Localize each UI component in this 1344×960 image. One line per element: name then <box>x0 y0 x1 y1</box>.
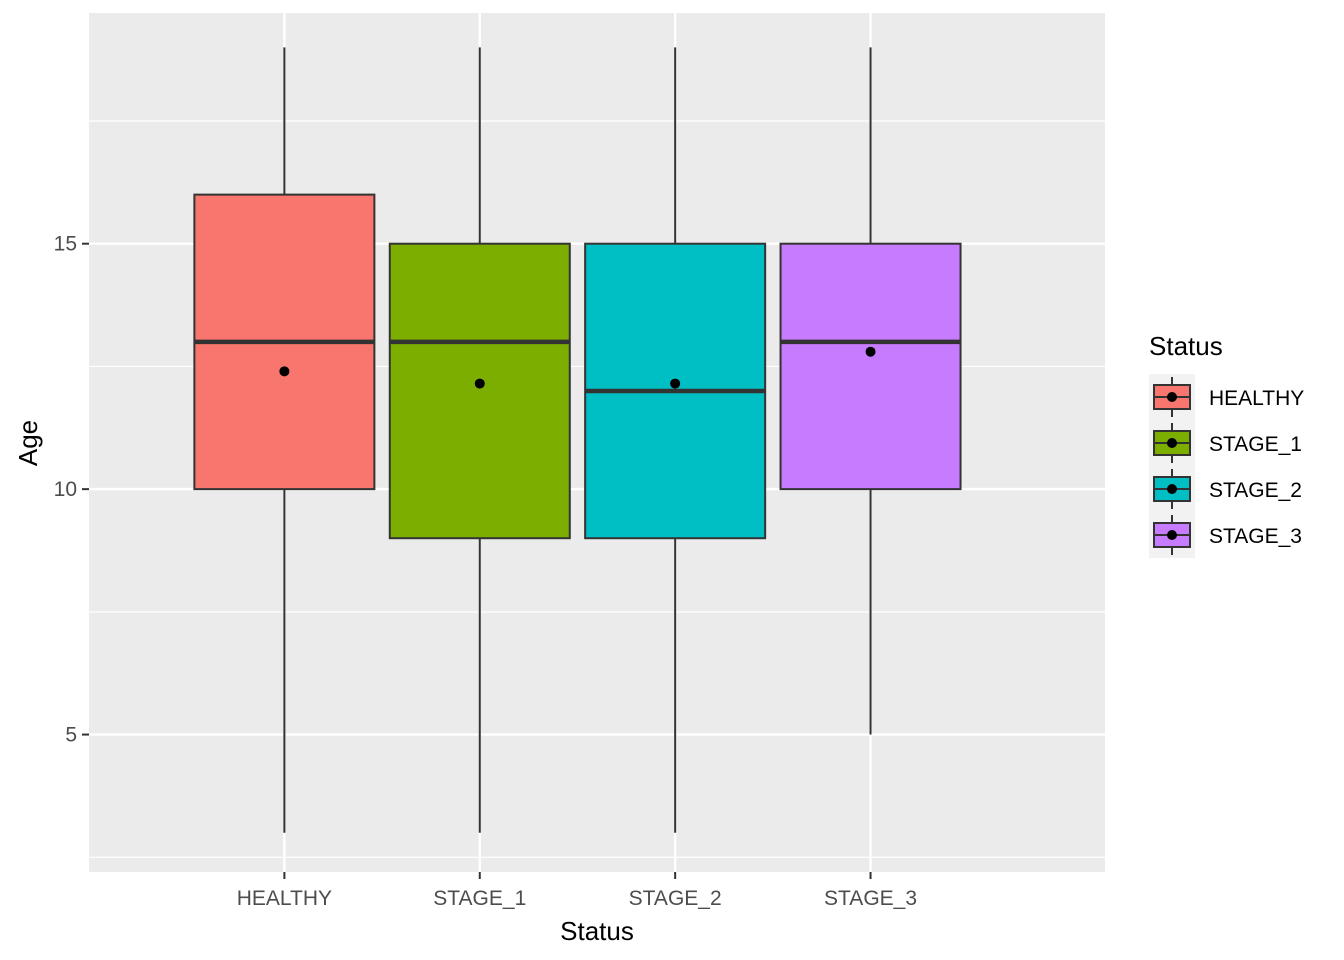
mean-point <box>474 378 485 389</box>
legend-label: STAGE_2 <box>1209 479 1302 502</box>
box-iqr <box>388 242 571 540</box>
legend-title: Status <box>1149 331 1223 361</box>
boxplot-stage_2 <box>584 47 767 833</box>
mean-point <box>865 346 876 357</box>
x-tick-label: STAGE_3 <box>824 887 917 910</box>
legend: Status HEALTHY STAGE_1 STAGE_2 STAGE_3 <box>1149 331 1304 558</box>
legend-key-point <box>1167 484 1177 494</box>
boxplot-stage_1 <box>388 47 571 833</box>
legend-item-healthy: HEALTHY <box>1149 374 1304 420</box>
y-tick-label: 10 <box>54 478 77 501</box>
y-axis-title: Age <box>13 420 43 466</box>
y-axis: 5 10 15 <box>54 233 89 747</box>
boxplots <box>193 47 962 833</box>
x-tick-label: STAGE_1 <box>433 887 526 910</box>
x-tick-label: HEALTHY <box>237 887 332 910</box>
boxplot-stage_3 <box>779 47 962 735</box>
boxplot-healthy <box>193 47 376 833</box>
y-tick-label: 15 <box>54 233 77 256</box>
y-tick-label: 5 <box>65 724 77 747</box>
legend-item-stage_3: STAGE_3 <box>1149 512 1302 558</box>
legend-item-stage_1: STAGE_1 <box>1149 420 1302 466</box>
x-axis-title: Status <box>560 916 634 946</box>
legend-item-stage_2: STAGE_2 <box>1149 466 1302 512</box>
mean-point <box>279 366 290 377</box>
x-tick-label: STAGE_2 <box>629 887 722 910</box>
legend-label: STAGE_1 <box>1209 433 1302 456</box>
box-iqr <box>779 242 962 491</box>
legend-label: STAGE_3 <box>1209 525 1302 548</box>
x-axis: HEALTHY STAGE_1 STAGE_2 STAGE_3 <box>237 872 917 910</box>
legend-key-point <box>1167 392 1177 402</box>
mean-point <box>670 378 681 389</box>
legend-key-point <box>1167 438 1177 448</box>
legend-label: HEALTHY <box>1209 387 1304 410</box>
legend-key-point <box>1167 530 1177 540</box>
